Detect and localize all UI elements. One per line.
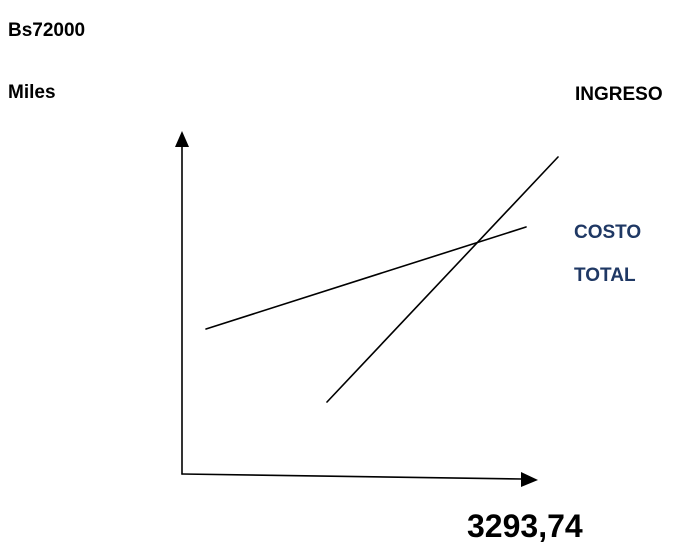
break-even-value-label: 3293,74 — [467, 508, 583, 544]
cost-line-label-2: TOTAL — [574, 265, 636, 286]
revenue-line-label: INGRESO — [575, 84, 663, 105]
cost-line-label-1: COSTO — [574, 222, 642, 243]
total-cost-line — [205, 226, 527, 330]
y-axis-arrowhead — [175, 131, 189, 147]
amount-label: Bs72000 — [8, 20, 86, 41]
revenue-line — [326, 156, 559, 403]
y-axis-unit-label: Miles — [8, 82, 56, 103]
x-axis — [181, 473, 523, 480]
x-axis-arrowhead — [521, 472, 538, 487]
